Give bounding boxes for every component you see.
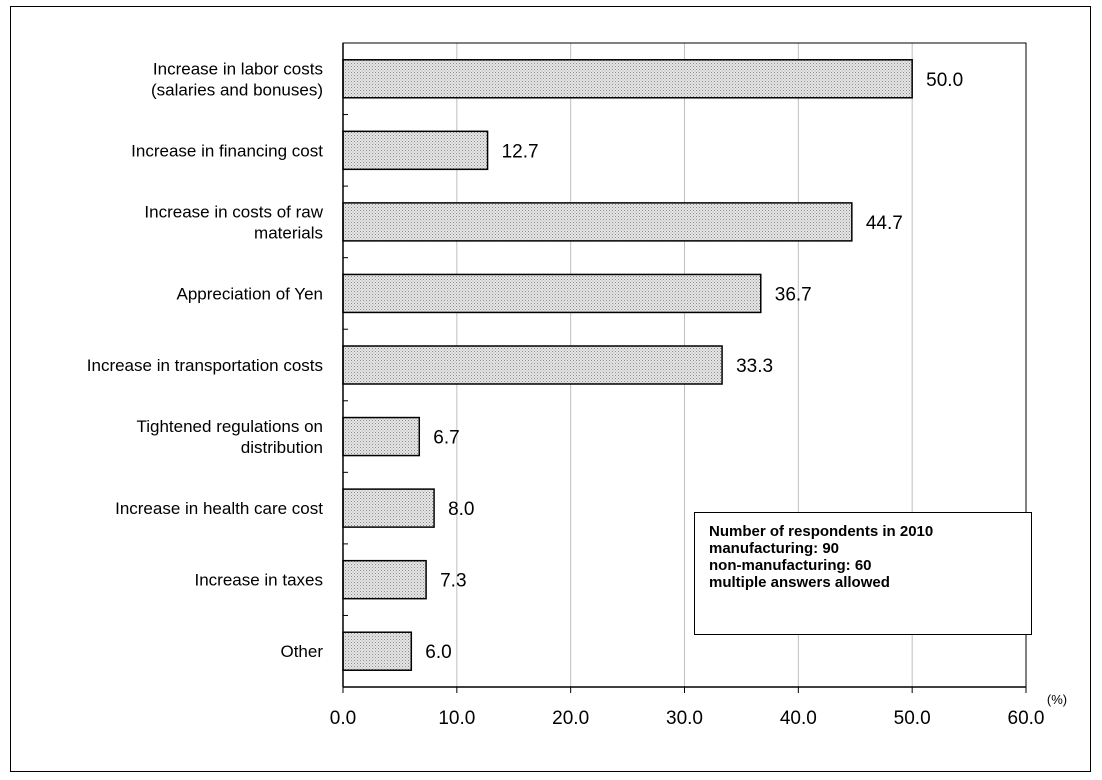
x-tick-label-4: 40.0 <box>780 708 817 729</box>
x-tick-label-1: 10.0 <box>438 708 475 729</box>
bar-2 <box>342 202 853 242</box>
bar-3 <box>342 273 762 314</box>
category-label-3: Appreciation of Yen <box>176 284 323 303</box>
note-line-4: multiple answers allowed <box>709 574 890 591</box>
x-tick-label-5: 50.0 <box>894 708 931 729</box>
x-tick-label-3: 30.0 <box>666 708 703 729</box>
x-tick-label-0: 0.0 <box>330 708 356 729</box>
value-label-4: 33.3 <box>736 356 773 377</box>
category-label-1: Increase in financing cost <box>131 141 323 160</box>
category-label-8: Other <box>280 642 323 661</box>
category-label-6: Increase in health care cost <box>115 499 323 518</box>
value-label-3: 36.7 <box>775 284 812 305</box>
value-label-6: 8.0 <box>448 499 474 520</box>
category-label-0: Increase in labor costs (salaries and bon… <box>151 59 323 99</box>
bar-8 <box>342 631 413 671</box>
respondents-note: Number of respondents in 2010 manufactur… <box>694 512 1032 635</box>
note-line-3: non-manufacturing: 60 <box>709 557 872 574</box>
bar-1 <box>342 130 489 171</box>
bar-0 <box>342 59 913 99</box>
value-label-0: 50.0 <box>926 70 963 91</box>
value-label-5: 6.7 <box>433 428 459 449</box>
value-label-2: 44.7 <box>866 213 903 234</box>
x-tick-label-2: 20.0 <box>552 708 589 729</box>
note-line-1: Number of respondents in 2010 <box>709 523 934 540</box>
bar-4 <box>342 345 723 385</box>
category-label-7: Increase in taxes <box>194 571 323 590</box>
bar-5 <box>342 416 421 457</box>
axes <box>342 42 1027 693</box>
category-label-5: Tightened regulations on distribution <box>136 417 323 457</box>
x-tick-label-6: 60.0 <box>1008 708 1045 729</box>
bar-6 <box>342 488 435 528</box>
labels: 0.0 10.0 20.0 30.0 40.0 50.0 60.0(%) 50.0 Increa… <box>87 59 1067 729</box>
category-label-2: Increase in costs of raw materials <box>144 202 323 242</box>
value-label-8: 6.0 <box>425 642 451 663</box>
bars <box>342 59 913 671</box>
chart-frame <box>10 6 1091 772</box>
value-label-7: 7.3 <box>440 571 466 592</box>
note-line-2: manufacturing: 90 <box>709 540 840 557</box>
bar-7 <box>342 559 427 600</box>
value-label-1: 12.7 <box>502 141 539 162</box>
x-unit-label: (%) <box>1047 692 1067 707</box>
category-label-4: Increase in transportation costs <box>87 356 323 375</box>
